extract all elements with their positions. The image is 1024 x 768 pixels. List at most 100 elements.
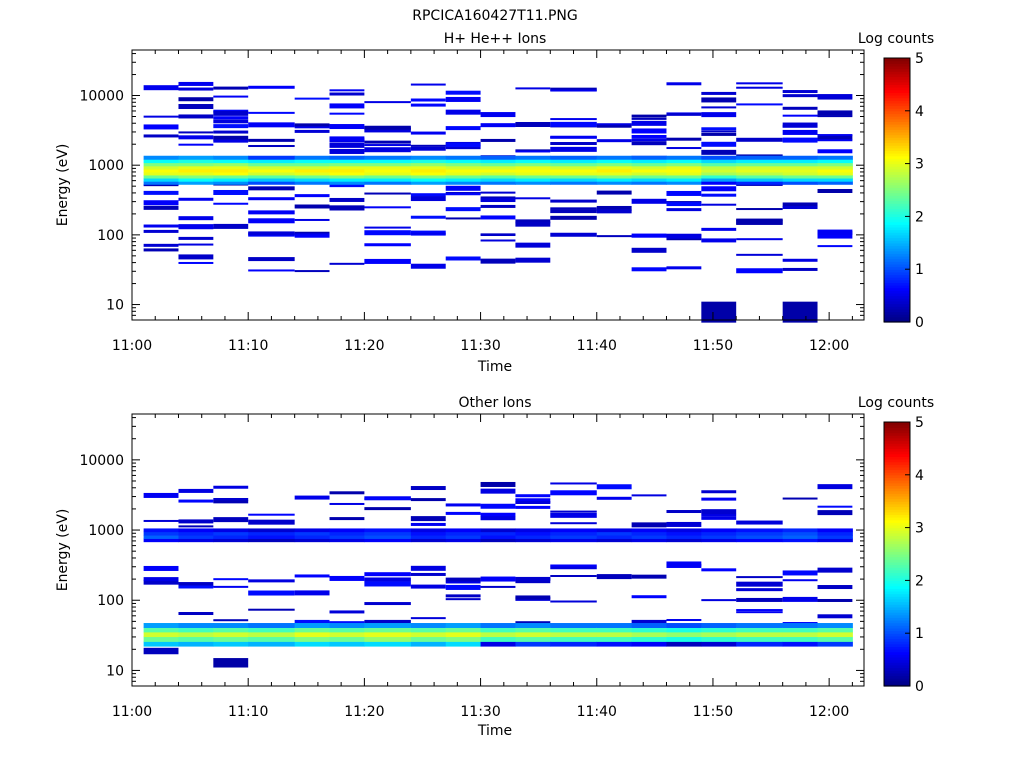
colorbar-tick-label: 4: [915, 468, 924, 484]
streak-cell: [178, 488, 214, 493]
heatmap-cell: [631, 165, 667, 170]
heatmap-cell: [213, 168, 249, 173]
plot-frame: [131, 49, 865, 321]
heatmap-cell: [631, 531, 667, 536]
streak-cell: [178, 236, 214, 240]
streak-cell: [213, 585, 249, 588]
colorbar-segment: [884, 277, 910, 281]
heatmap-cell: [550, 623, 598, 628]
heatmap-cell: [410, 174, 447, 179]
colorbar-segment: [884, 601, 910, 605]
streak-cell: [736, 576, 783, 579]
colorbar-tick-label: 1: [915, 262, 924, 278]
streak-cell: [550, 135, 597, 139]
heatmap-cell: [596, 171, 633, 176]
heatmap-cell: [817, 528, 853, 533]
streak-cell: [736, 520, 783, 525]
heatmap-cell: [445, 535, 482, 539]
heatmap-cell: [666, 162, 702, 167]
streak-cell: [143, 224, 179, 228]
colorbar-segment: [884, 609, 910, 613]
colorbar-segment: [884, 480, 910, 484]
streak-cell: [178, 612, 214, 616]
colorbar-segment: [884, 651, 910, 655]
heatmap-cell: [410, 636, 447, 642]
streak-cell: [596, 496, 632, 500]
streak-cell: [666, 233, 702, 239]
streak-cell: [701, 149, 737, 155]
heatmap-cell: [143, 636, 179, 642]
streak-cell: [550, 146, 597, 152]
heatmap-cell: [480, 623, 516, 628]
heatmap-cell: [329, 623, 365, 628]
colorbar-segment: [884, 490, 910, 494]
heatmap-cell: [329, 538, 365, 543]
heatmap-cell: [294, 535, 331, 539]
streak-cell: [178, 254, 214, 260]
heatmap-cell: [666, 174, 702, 179]
heatmap-cell: [294, 623, 331, 628]
streak-cell: [515, 197, 551, 200]
streak-cell: [550, 199, 597, 203]
heatmap-cell: [248, 165, 296, 170]
heatmap-cell: [736, 171, 784, 176]
heatmap-cell: [782, 528, 819, 533]
heatmap-cell: [782, 535, 819, 539]
colorbar-tick-label: 2: [915, 573, 924, 589]
streak-cell: [213, 202, 249, 205]
y-axis-label: Energy (eV): [55, 144, 71, 227]
colorbar-segment: [884, 659, 910, 663]
colorbar-segment: [884, 124, 910, 128]
streak-cell: [817, 614, 853, 619]
heatmap-cell: [445, 171, 482, 176]
heatmap-cell: [364, 623, 412, 628]
streak-cell: [596, 123, 632, 128]
heatmap-cell: [364, 538, 412, 543]
colorbar-segment: [884, 556, 910, 560]
colorbar-segment: [884, 118, 910, 122]
streak-cell: [515, 121, 551, 127]
streak-cell: [701, 497, 737, 501]
colorbar-segment: [884, 461, 910, 465]
heatmap-cell: [410, 155, 447, 160]
streak-cell: [143, 85, 179, 91]
streak-cell: [480, 138, 516, 142]
streak-cell: [213, 497, 249, 501]
colorbar-segment: [884, 226, 910, 231]
heatmap-cell: [736, 636, 784, 642]
streak-cell: [445, 96, 481, 102]
x-tick-label: 11:50: [693, 338, 733, 354]
streak-cell: [736, 183, 783, 186]
colorbar-segment: [884, 635, 910, 640]
heatmap-cell: [480, 155, 516, 160]
heatmap-cell: [213, 528, 249, 533]
streak-cell: [143, 565, 179, 571]
heatmap-cell: [294, 538, 331, 543]
heatmap-cell: [143, 159, 179, 164]
streak-cell: [178, 227, 214, 230]
heatmap-cell: [364, 171, 412, 176]
heatmap-cell: [782, 627, 819, 633]
heatmap-cell: [631, 181, 667, 185]
streak-cell: [294, 234, 330, 238]
streak-cell: [248, 122, 295, 128]
heatmap-cell: [213, 159, 249, 164]
colorbar-segment: [884, 97, 910, 101]
streak-cell: [550, 574, 597, 577]
streak-cell: [736, 253, 783, 256]
heatmap-cell: [631, 174, 667, 179]
streak-cell: [213, 119, 249, 124]
heatmap-cell: [782, 636, 819, 642]
streak-cell: [213, 485, 249, 489]
heatmap-cell: [666, 528, 702, 533]
streak-cell: [294, 270, 330, 273]
streak-cell: [143, 134, 179, 138]
heatmap-cell: [736, 535, 784, 539]
colorbar-segment: [884, 102, 910, 107]
heatmap-cell: [294, 528, 331, 533]
streak-cell: [701, 112, 737, 118]
colorbar-segment: [884, 672, 910, 677]
heatmap-cell: [736, 168, 784, 173]
streak-cell: [701, 599, 737, 602]
heatmap-cell: [782, 155, 819, 160]
